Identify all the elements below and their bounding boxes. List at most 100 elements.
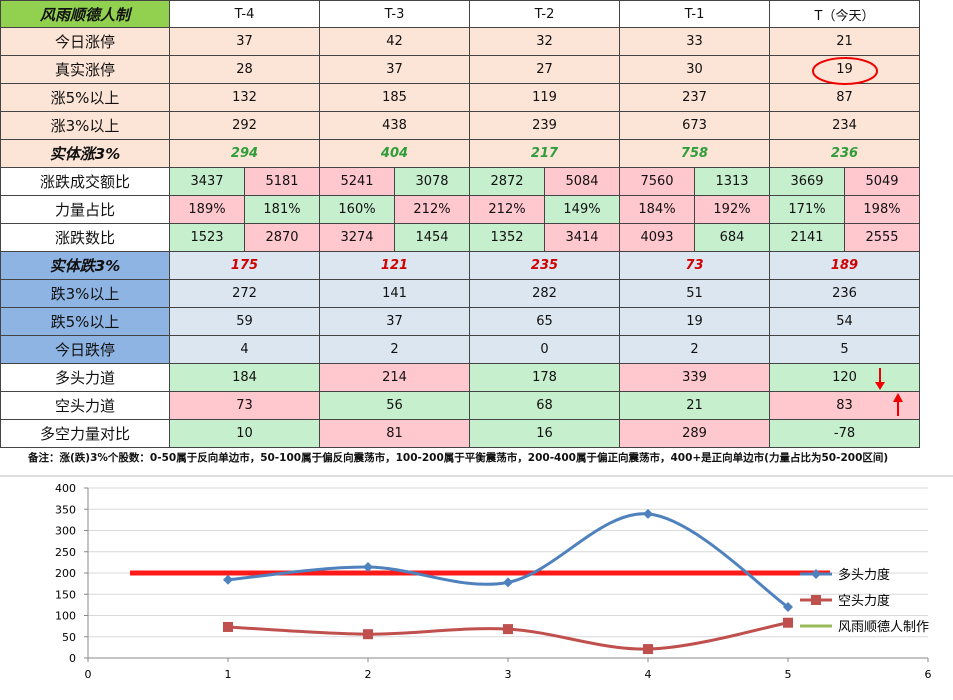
split-cell: 3274 <box>320 224 395 252</box>
marker <box>223 574 233 585</box>
value-cell: 272 <box>170 280 320 308</box>
value-cell: 42 <box>320 28 470 56</box>
marker <box>783 617 793 628</box>
value-cell: 21 <box>770 28 920 56</box>
row-label: 实体涨3% <box>0 140 170 168</box>
series-line <box>227 512 789 609</box>
split-cell: 2870 <box>245 224 320 252</box>
row-label: 跌3%以上 <box>0 280 170 308</box>
value-cell: 234 <box>770 112 920 140</box>
header-cell: T（今天） <box>770 0 920 28</box>
value-cell: 2 <box>320 336 470 364</box>
split-cell: 3669 <box>770 168 845 196</box>
marker <box>503 624 513 635</box>
row-label: 多空力量对比 <box>0 420 170 448</box>
split-cell: 198% <box>845 196 920 224</box>
y-tick-label: 50 <box>62 631 76 644</box>
value-cell: 10 <box>170 420 320 448</box>
split-cell: 5181 <box>245 168 320 196</box>
split-cell: 149% <box>545 196 620 224</box>
value-cell: 65 <box>470 308 620 336</box>
value-cell: 235 <box>470 252 620 280</box>
value-cell: 2 <box>620 336 770 364</box>
row-label: 空头力道 <box>0 392 170 420</box>
header-cell: T-1 <box>620 0 770 28</box>
value-cell: 4 <box>170 336 320 364</box>
x-tick-label: 3 <box>505 668 512 681</box>
marker <box>643 644 653 655</box>
split-cell: 7560 <box>620 168 695 196</box>
value-cell: 237 <box>620 84 770 112</box>
value-cell: 294 <box>170 140 320 168</box>
split-cell: 192% <box>695 196 770 224</box>
split-cell: 684 <box>695 224 770 252</box>
value-cell: 758 <box>620 140 770 168</box>
value-cell: 19 <box>620 308 770 336</box>
split-cell: 171% <box>770 196 845 224</box>
row-label: 力量占比 <box>0 196 170 224</box>
value-cell: 54 <box>770 308 920 336</box>
value-cell: 132 <box>170 84 320 112</box>
value-cell: 16 <box>470 420 620 448</box>
value-cell: 189 <box>770 252 920 280</box>
value-cell: 217 <box>470 140 620 168</box>
split-cell: 4093 <box>620 224 695 252</box>
value-cell: 28 <box>170 56 320 84</box>
value-cell: 19 <box>770 56 920 84</box>
split-cell: 2141 <box>770 224 845 252</box>
value-cell: 83 <box>770 392 920 420</box>
split-cell: 2872 <box>470 168 545 196</box>
split-cell: 5084 <box>545 168 620 196</box>
y-tick-label: 350 <box>55 503 76 516</box>
value-cell: 339 <box>620 364 770 392</box>
header-cell: T-3 <box>320 0 470 28</box>
value-cell: 289 <box>620 420 770 448</box>
split-cell: 212% <box>470 196 545 224</box>
row-label: 真实涨停 <box>0 56 170 84</box>
value-cell: 282 <box>470 280 620 308</box>
value-cell: 68 <box>470 392 620 420</box>
x-tick-label: 2 <box>365 668 372 681</box>
marker <box>783 602 793 612</box>
split-cell: 184% <box>620 196 695 224</box>
value-cell: 141 <box>320 280 470 308</box>
split-cell: 3437 <box>170 168 245 196</box>
header-cell: T-2 <box>470 0 620 28</box>
legend-label: 空头力度 <box>838 593 890 609</box>
split-cell: 181% <box>245 196 320 224</box>
row-label: 多头力道 <box>0 364 170 392</box>
y-tick-label: 200 <box>55 567 76 580</box>
legend-marker <box>811 595 821 605</box>
row-label: 实体跌3% <box>0 252 170 280</box>
value-cell: 673 <box>620 112 770 140</box>
value-cell: 184 <box>170 364 320 392</box>
x-tick-label: 6 <box>925 668 932 681</box>
x-tick-label: 5 <box>785 668 792 681</box>
y-tick-label: 150 <box>55 588 76 601</box>
row-label: 今日涨停 <box>0 28 170 56</box>
value-cell: 214 <box>320 364 470 392</box>
value-cell: 30 <box>620 56 770 84</box>
value-cell: 0 <box>470 336 620 364</box>
value-cell: 175 <box>170 252 320 280</box>
value-cell: 120 <box>770 364 920 392</box>
value-cell: 37 <box>320 308 470 336</box>
split-cell: 160% <box>320 196 395 224</box>
legend-label: 多头力度 <box>838 567 890 583</box>
value-cell: 438 <box>320 112 470 140</box>
value-cell: 37 <box>170 28 320 56</box>
value-cell: 236 <box>770 140 920 168</box>
header-cell: 风雨顺德人制 <box>0 0 170 28</box>
split-cell: 5241 <box>320 168 395 196</box>
x-tick-label: 4 <box>645 668 652 681</box>
split-cell: 1454 <box>395 224 470 252</box>
value-cell: 87 <box>770 84 920 112</box>
value-cell: 73 <box>620 252 770 280</box>
row-label: 涨跌成交额比 <box>0 168 170 196</box>
value-cell: 119 <box>470 84 620 112</box>
split-cell: 189% <box>170 196 245 224</box>
value-cell: 404 <box>320 140 470 168</box>
legend-label: 风雨顺德人制作 <box>838 620 929 635</box>
value-cell: 51 <box>620 280 770 308</box>
